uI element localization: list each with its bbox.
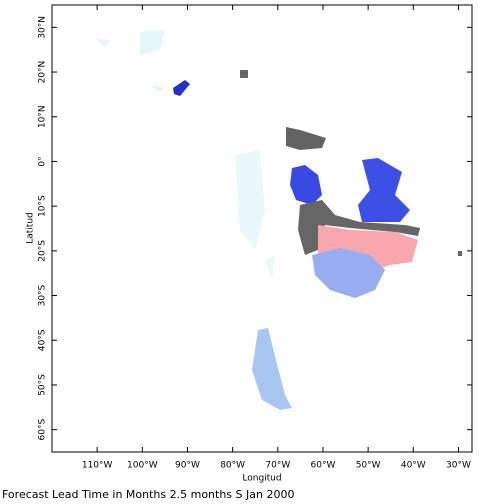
plot-frame <box>51 4 473 453</box>
y-tick-label: 30°N <box>38 16 48 39</box>
blue-region <box>173 80 190 96</box>
y-axis-title: Latitud <box>26 212 36 244</box>
x-tick-label: 100°W <box>127 461 158 471</box>
x-tick-label: 30°W <box>446 461 471 471</box>
gray-region <box>458 251 462 256</box>
y-tick-label: 20°N <box>38 61 48 84</box>
x-tick-label: 90°W <box>175 461 200 471</box>
x-tick-label: 40°W <box>401 461 426 471</box>
x-axis-title: Longitud <box>242 474 281 484</box>
y-tick-label: 20°S <box>38 240 48 262</box>
x-tick-label: 50°W <box>356 461 381 471</box>
blue-region <box>358 158 410 222</box>
x-tick-label: 110°W <box>82 461 113 471</box>
x-tick-label: 70°W <box>265 461 290 471</box>
caption: Forecast Lead Time in Months 2.5 months … <box>2 488 294 501</box>
anomaly-regions <box>95 30 462 410</box>
y-tick-label: 40°S <box>38 329 48 351</box>
x-tick-label: 80°W <box>220 461 245 471</box>
gray-region <box>286 127 326 150</box>
gray-region <box>298 200 420 255</box>
y-tick-label: 30°S <box>38 284 48 306</box>
light-region <box>95 30 165 92</box>
gray-region <box>240 70 248 78</box>
blue-region <box>252 328 292 410</box>
y-tick-label: 10°S <box>38 195 48 217</box>
y-tick-label: 50°S <box>38 374 48 396</box>
x-tick-label: 60°W <box>311 461 336 471</box>
light-region <box>235 150 275 280</box>
blue-region <box>312 248 385 298</box>
y-tick-label: 60°S <box>38 419 48 441</box>
y-tick-label: 0° <box>38 156 48 166</box>
blue-region <box>290 165 322 205</box>
y-tick-label: 10°N <box>38 105 48 128</box>
